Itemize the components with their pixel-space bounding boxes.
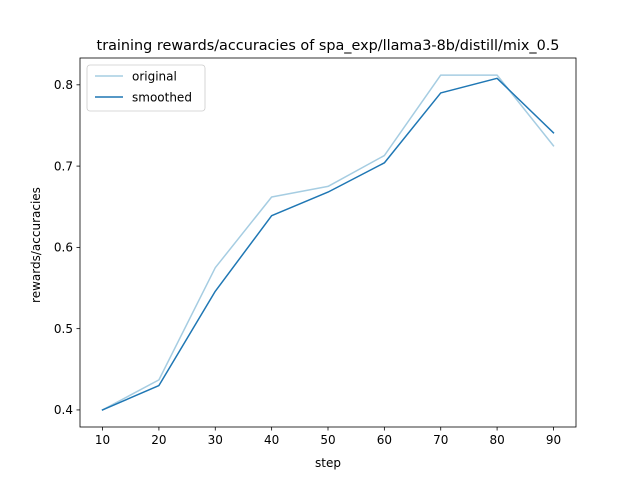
x-tick-label: 70	[433, 433, 448, 447]
y-tick-label: 0.4	[54, 403, 73, 417]
series-line-original	[101, 74, 555, 411]
x-tick-label: 20	[151, 433, 166, 447]
x-tick-label: 40	[264, 433, 279, 447]
x-axis-label: step	[315, 456, 341, 470]
chart-title: training rewards/accuracies of spa_exp/l…	[97, 38, 560, 54]
plot-area: 10 20 30 40 50 60 70 80 90 0.4 0.5 0.6 0.7 0.8	[54, 57, 577, 447]
x-tick-label: 60	[377, 433, 392, 447]
legend-label-smoothed: smoothed	[132, 90, 192, 104]
x-tick-label: 10	[95, 433, 110, 447]
series-line-smoothed	[101, 77, 555, 411]
x-tick-label: 90	[546, 433, 561, 447]
y-tick-label: 0.5	[54, 322, 73, 336]
y-tick-label: 0.6	[54, 241, 73, 255]
legend-label-original: original	[132, 69, 177, 83]
x-tick-label: 80	[489, 433, 504, 447]
y-axis-label: rewards/accuracies	[29, 187, 43, 303]
y-tick-label: 0.8	[54, 78, 73, 92]
x-tick-label: 50	[320, 433, 335, 447]
legend: original smoothed	[86, 64, 206, 112]
y-tick-label: 0.7	[54, 159, 73, 173]
x-tick-label: 30	[208, 433, 223, 447]
